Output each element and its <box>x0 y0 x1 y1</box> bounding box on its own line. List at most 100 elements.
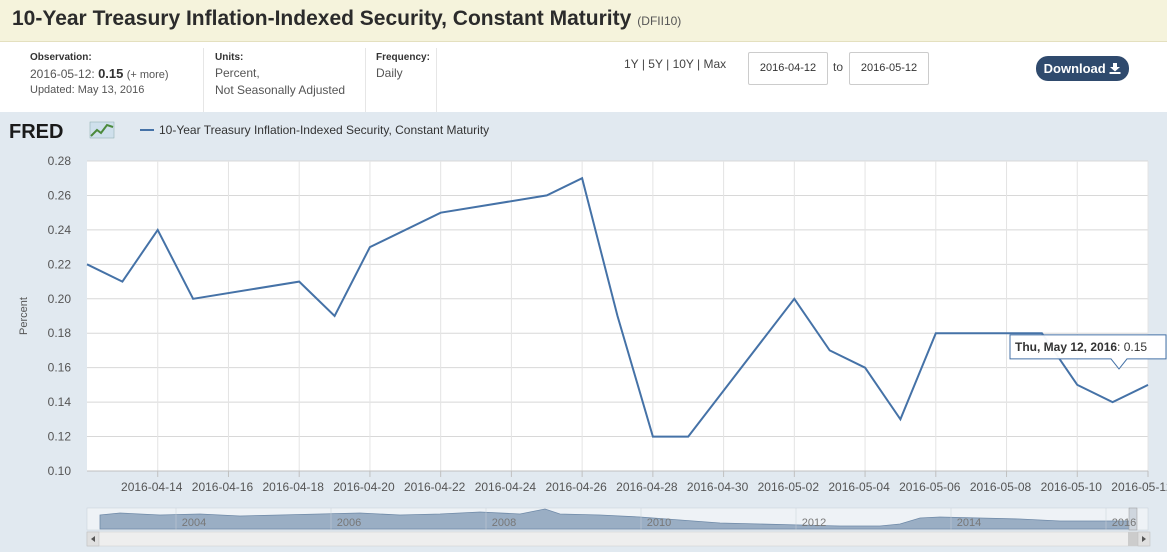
download-label: Download <box>1043 61 1106 76</box>
x-tick-label: 2016-04-14 <box>121 480 183 494</box>
chart-legend: 10-Year Treasury Inflation-Indexed Secur… <box>140 123 489 137</box>
range-5y-link[interactable]: 5Y <box>648 57 663 71</box>
range-separator: | <box>641 57 645 71</box>
series-point[interactable] <box>898 417 903 422</box>
navigator-year-label: 2006 <box>337 517 361 529</box>
line-chart: FRED 10-Year Treasury Inflation-Indexed … <box>9 121 1167 547</box>
y-tick-label: 0.24 <box>48 223 72 237</box>
y-tick-label: 0.10 <box>48 464 72 478</box>
units-line2: Not Seasonally Adjusted <box>215 83 346 97</box>
series-point[interactable] <box>792 296 797 301</box>
navigator[interactable]: 2004 2006 2008 2010 2012 2014 2016 <box>86 507 1149 531</box>
navigator-year-label: 2012 <box>802 517 826 529</box>
series-point[interactable] <box>297 279 302 284</box>
more-link[interactable]: (+ more) <box>126 69 169 81</box>
range-1y-link[interactable]: 1Y <box>624 57 639 71</box>
y-tick-label: 0.26 <box>48 188 72 202</box>
observation-value: 0.15 <box>98 66 124 81</box>
y-tick-label: 0.16 <box>48 361 72 375</box>
page-header: 10-Year Treasury Inflation-Indexed Secur… <box>0 0 1167 42</box>
navigator-year-label: 2010 <box>647 517 671 529</box>
x-axis: 2016-04-14 2016-04-16 2016-04-18 2016-04-20… <box>87 470 1167 494</box>
navigator-handle[interactable] <box>1128 507 1138 531</box>
navigator-scrollbar[interactable] <box>86 531 1151 547</box>
x-tick-label: 2016-04-18 <box>263 480 325 494</box>
hover-tooltip: Thu, May 12, 2016: 0.15 <box>1009 334 1167 370</box>
y-axis-label: Percent <box>18 297 30 335</box>
end-date-input[interactable]: 2016-05-12 <box>849 52 929 85</box>
range-10y-link[interactable]: 10Y <box>672 57 694 71</box>
series-point[interactable] <box>332 314 337 319</box>
series-meta: Observation: 2016-05-12: 0.15 (+ more) U… <box>0 42 1167 112</box>
x-tick-label: 2016-04-16 <box>192 480 254 494</box>
tooltip-box <box>1009 334 1167 370</box>
y-tick-label: 0.18 <box>48 326 72 340</box>
x-tick-label: 2016-04-24 <box>475 480 537 494</box>
navigator-series-area <box>99 508 1136 530</box>
range-separator: | <box>666 57 670 71</box>
to-label: to <box>833 60 844 74</box>
series-title: 10-Year Treasury Inflation-Indexed Secur… <box>12 7 681 31</box>
x-tick-label: 2016-04-22 <box>404 480 466 494</box>
series-point[interactable] <box>933 331 938 336</box>
y-tick-label: 0.28 <box>48 154 72 168</box>
x-tick-label: 2016-05-10 <box>1041 480 1103 494</box>
range-separator: | <box>697 57 701 71</box>
x-tick-label: 2016-04-28 <box>616 480 678 494</box>
series-title-text: 10-Year Treasury Inflation-Indexed Secur… <box>12 7 632 30</box>
tooltip-date: Thu, May 12, 2016 <box>1015 340 1117 354</box>
y-axis: 0.10 0.12 0.14 0.16 0.18 0.20 0.22 0.24 0.26 0.28 <box>48 154 72 478</box>
series-id: (DFII10) <box>637 14 682 28</box>
frequency-label: Frequency: <box>376 52 430 63</box>
series-point[interactable] <box>438 210 443 215</box>
series-point[interactable] <box>120 279 125 284</box>
series-point[interactable] <box>863 365 868 370</box>
series-point[interactable] <box>85 262 90 267</box>
series-point[interactable] <box>1146 382 1151 387</box>
fred-logo: FRED <box>9 121 115 143</box>
range-max-link[interactable]: Max <box>703 57 727 71</box>
series-point[interactable] <box>367 245 372 250</box>
y-tick-label: 0.14 <box>48 395 72 409</box>
x-tick-label: 2016-05-12 <box>1111 480 1167 494</box>
scrollbar-thumb[interactable] <box>1128 532 1138 546</box>
series-point[interactable] <box>544 193 549 198</box>
range-selector: 1Y | 5Y | 10Y | Max <box>624 57 726 71</box>
x-tick-label: 2016-05-08 <box>970 480 1032 494</box>
navigator-year-label: 2014 <box>957 517 981 529</box>
legend-series-label: 10-Year Treasury Inflation-Indexed Secur… <box>159 123 489 137</box>
series-line[interactable] <box>86 176 1149 438</box>
series-point[interactable] <box>191 296 196 301</box>
series-point[interactable] <box>1075 382 1080 387</box>
chart-area: FRED 10-Year Treasury Inflation-Indexed … <box>0 112 1167 552</box>
scroll-left-arrow-icon <box>91 536 95 542</box>
units-line1: Percent, <box>215 66 260 80</box>
series-point[interactable] <box>827 348 832 353</box>
tooltip-colon: : <box>1117 340 1124 354</box>
series-point[interactable] <box>650 434 655 439</box>
series-point[interactable] <box>615 314 620 319</box>
fred-logo-graph-icon <box>89 121 115 139</box>
x-tick-label: 2016-04-20 <box>333 480 395 494</box>
observation-line: 2016-05-12: 0.15 (+ more) <box>30 66 203 81</box>
series-point[interactable] <box>155 227 160 232</box>
start-date-input[interactable]: 2016-04-12 <box>748 52 828 85</box>
navigator-year-labels: 2004 2006 2008 2010 2012 2014 2016 <box>175 508 1136 530</box>
scroll-right-arrow-icon <box>1142 536 1146 542</box>
observation-panel: Observation: 2016-05-12: 0.15 (+ more) U… <box>20 48 204 112</box>
units-panel: Units: Percent, Not Seasonally Adjusted <box>205 48 366 112</box>
series-point[interactable] <box>580 176 585 181</box>
download-button[interactable]: Download <box>1036 56 1129 81</box>
download-icon <box>1109 63 1121 74</box>
units-label: Units: <box>215 52 244 63</box>
series-point[interactable] <box>686 434 691 439</box>
tooltip-value: 0.15 <box>1124 340 1148 354</box>
scrollbar-track[interactable] <box>86 531 1149 547</box>
x-tick-label: 2016-05-06 <box>899 480 961 494</box>
tooltip-text: Thu, May 12, 2016: 0.15 <box>1015 340 1147 354</box>
series-point[interactable] <box>1110 400 1115 405</box>
x-tick-label: 2016-04-26 <box>545 480 607 494</box>
x-tick-label: 2016-04-30 <box>687 480 749 494</box>
grid-lines <box>87 160 1149 472</box>
navigator-year-label: 2004 <box>182 517 206 529</box>
